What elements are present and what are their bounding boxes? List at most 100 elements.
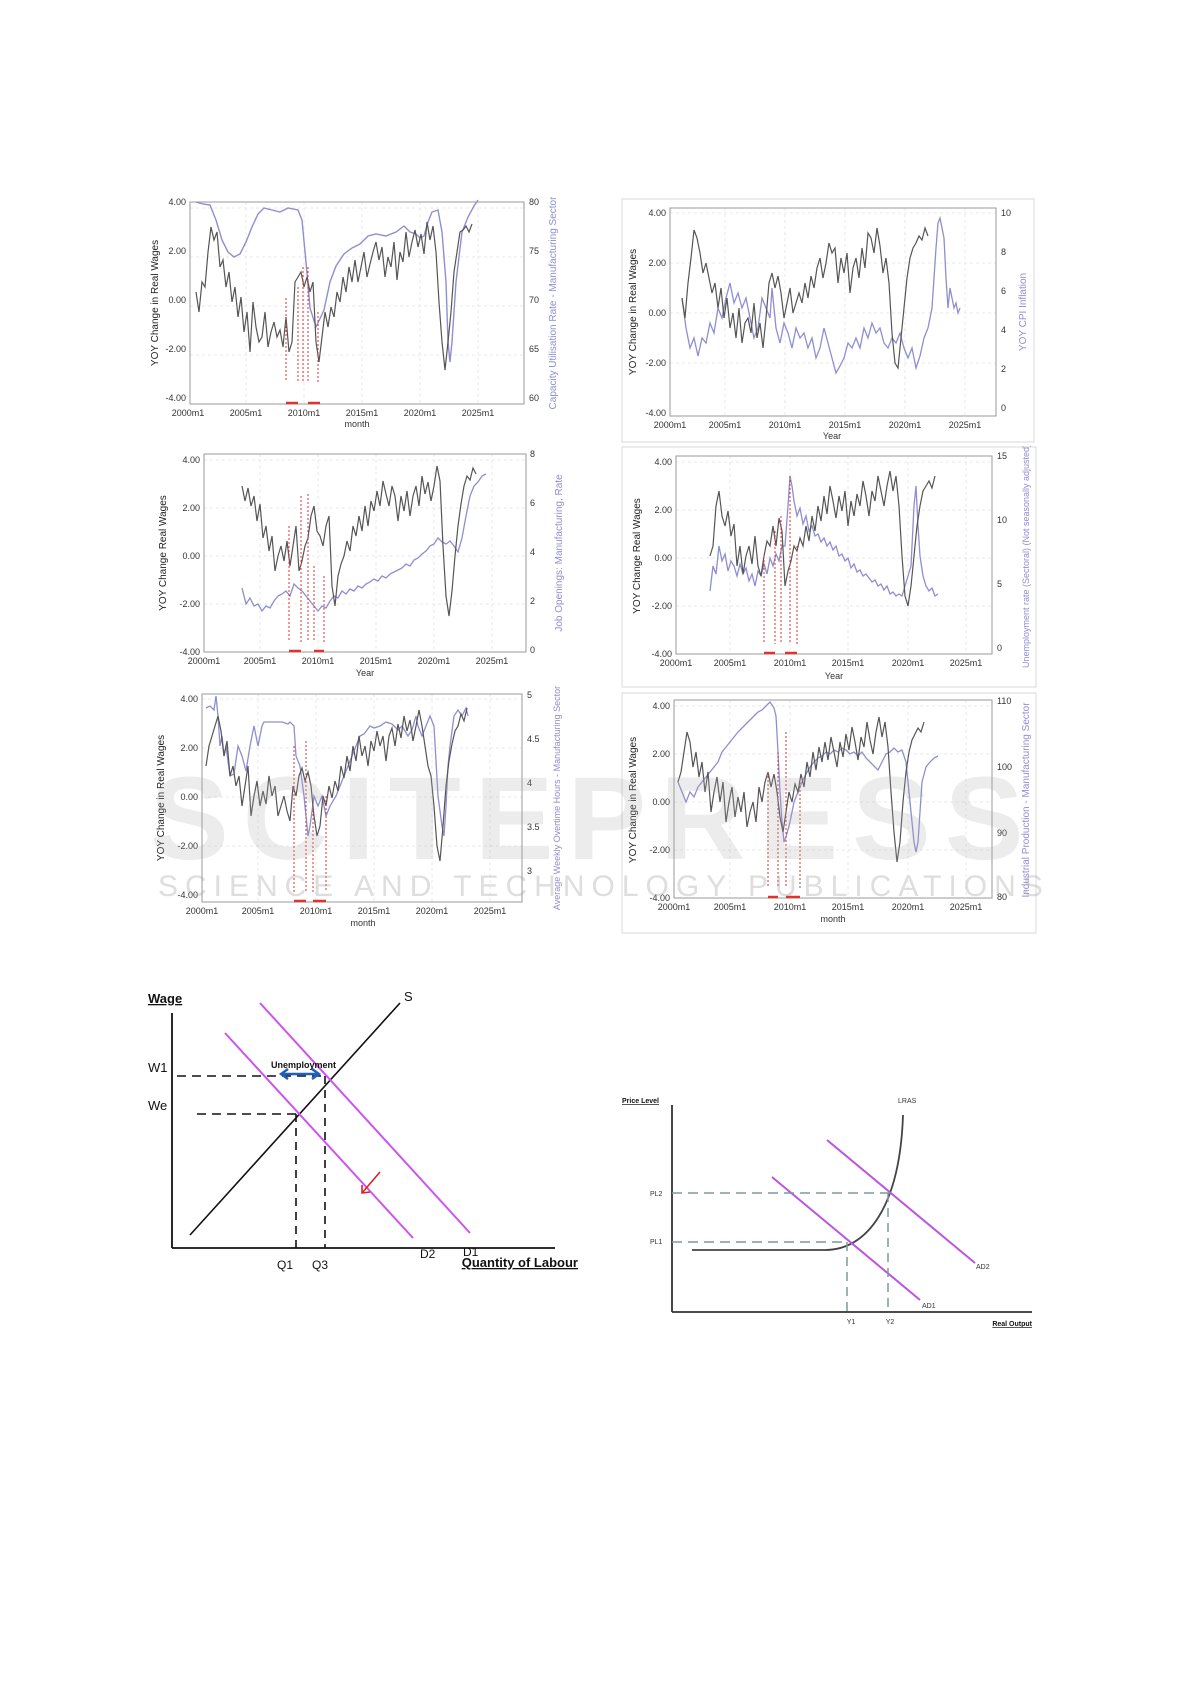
- indicator-series-line: [205, 695, 469, 837]
- right-tick-label: 90: [997, 828, 1007, 838]
- x-tick-label: 2020m1: [892, 902, 925, 912]
- x-axis-label: month: [820, 914, 845, 924]
- left-tick-label: 4.00: [182, 455, 200, 465]
- x-tick-label: 2025m1: [950, 902, 983, 912]
- x-tick-label: 2005m1: [714, 658, 747, 668]
- left-tick-label: -4.00: [179, 647, 200, 657]
- x-tick-label: 2000m1: [172, 408, 205, 418]
- left-tick-label: 2.00: [182, 503, 200, 513]
- x-tick-label: 2020m1: [892, 658, 925, 668]
- grid: [674, 700, 992, 898]
- right-tick-label: 110: [997, 696, 1011, 706]
- recession-markers: [293, 741, 327, 892]
- chart-cpi-inflation: 4.00 2.00 0.00 -2.00 -4.00 10 8 6 4 2 0 …: [620, 198, 1040, 443]
- left-tick-label: 4.00: [168, 197, 186, 207]
- left-ticks: 4.00 2.00 0.00 -2.00 -4.00: [177, 694, 198, 900]
- x-tick-label: 2005m1: [230, 408, 263, 418]
- wages-series-line: [709, 470, 936, 607]
- ad2-label: AD2: [976, 1264, 990, 1271]
- left-tick-label: -4.00: [651, 649, 672, 659]
- wages-series-line: [205, 707, 468, 862]
- plot-frame: [201, 693, 523, 903]
- right-tick-label: 4: [1001, 325, 1006, 335]
- x-tick-label: 2025m1: [474, 906, 507, 916]
- right-tick-label: 10: [997, 515, 1007, 525]
- x-ticks: 2000m1 2005m1 2010m1 2015m1 2020m1 2025m…: [658, 902, 983, 912]
- x-ticks: 2000m1 2005m1 2010m1 2015m1 2020m1 2025m…: [172, 408, 495, 418]
- x-axis-label: month: [344, 419, 369, 429]
- right-tick-label: 6: [1001, 286, 1006, 296]
- x-tick-label: 2025m1: [476, 656, 509, 666]
- right-tick-label: 8: [1001, 247, 1006, 257]
- y1-label: Y1: [847, 1319, 856, 1326]
- x-tick-label: 2005m1: [242, 906, 275, 916]
- left-ticks: 4.00 2.00 0.00 -2.00 -4.00: [649, 701, 670, 903]
- right-tick-label: 4: [527, 778, 532, 788]
- left-tick-label: 2.00: [652, 749, 670, 759]
- price-level-axis-title: Price Level: [622, 1098, 659, 1105]
- right-tick-label: 80: [529, 197, 539, 207]
- left-axis-label: YOY Change in Real Wages: [156, 735, 167, 861]
- left-tick-label: -2.00: [645, 358, 666, 368]
- left-ticks: 4.00 2.00 0.00 -2.00 -4.00: [645, 208, 666, 418]
- right-tick-label: 15: [997, 451, 1007, 461]
- x-tick-label: 2015m1: [832, 902, 865, 912]
- d1-label: D1: [463, 1245, 479, 1259]
- x-tick-label: 2000m1: [186, 906, 219, 916]
- indicator-series-line: [709, 475, 939, 598]
- x-tick-label: 2020m1: [416, 906, 449, 916]
- x-ticks: 2000m1 2005m1 2010m1 2015m1 2020m1 2025m…: [188, 656, 509, 666]
- x-axis-label: Year: [825, 671, 843, 681]
- left-tick-label: 0.00: [652, 797, 670, 807]
- x-tick-label: 2010m1: [300, 906, 333, 916]
- demand-shift-arrow: [361, 1171, 381, 1194]
- x-tick-label: 2015m1: [832, 658, 865, 668]
- x-tick-label: 2020m1: [889, 420, 922, 430]
- left-ticks: 4.00 2.00 0.00 -2.00 -4.00: [179, 455, 200, 657]
- x-axis-label: month: [350, 918, 375, 928]
- w1-label: W1: [148, 1060, 168, 1075]
- right-ticks: 10 8 6 4 2 0: [1001, 208, 1011, 413]
- right-ticks: 15 10 5 0: [997, 451, 1007, 653]
- left-ticks: 4.00 2.00 0.00 -2.00 -4.00: [165, 197, 186, 403]
- left-tick-label: 4.00: [654, 457, 672, 467]
- right-ticks: 110 100 90 80: [997, 696, 1012, 902]
- right-tick-label: 5: [527, 690, 532, 700]
- left-tick-label: 0.00: [168, 295, 186, 305]
- right-tick-label: 8: [530, 449, 535, 459]
- wages-series-line: [241, 465, 477, 617]
- right-tick-label: 3.5: [527, 822, 540, 832]
- supply-label: S: [404, 989, 413, 1004]
- left-tick-label: -2.00: [165, 344, 186, 354]
- grid: [190, 202, 524, 404]
- pl1-label: PL1: [650, 1239, 663, 1246]
- unemployment-gap-arrow: [278, 1068, 322, 1080]
- left-axis-label: YOY Change Real Wages: [632, 498, 643, 614]
- left-tick-label: -4.00: [649, 893, 670, 903]
- indicator-series-line: [241, 473, 487, 613]
- right-tick-label: 10: [1001, 208, 1011, 218]
- grid: [676, 456, 992, 654]
- right-tick-label: 2: [530, 596, 535, 606]
- left-tick-label: -4.00: [177, 890, 198, 900]
- x-ticks: 2000m1 2005m1 2010m1 2015m1 2020m1 2025m…: [660, 658, 983, 668]
- plot-frame: [189, 201, 525, 405]
- grid: [202, 694, 522, 902]
- right-tick-label: 75: [529, 246, 539, 256]
- left-tick-label: 0.00: [180, 792, 198, 802]
- recession-markers: [767, 732, 801, 888]
- x-tick-label: 2020m1: [404, 408, 437, 418]
- d2-label: D2: [420, 1247, 436, 1261]
- x-tick-label: 2025m1: [950, 658, 983, 668]
- ad-as-diagram: Price Level Real Output LRAS AD2 AD1 PL2…: [620, 1085, 1040, 1335]
- right-tick-label: 0: [1001, 403, 1006, 413]
- right-axis-label: YOY CPI Inflation: [1018, 273, 1029, 351]
- indicator-series-line: [681, 215, 961, 375]
- plot-frame: [675, 455, 993, 655]
- supply-curve: [189, 1002, 401, 1236]
- ad1-curve: [771, 1176, 921, 1301]
- left-tick-label: -2.00: [179, 599, 200, 609]
- recession-markers: [285, 267, 319, 382]
- wages-series-line: [195, 221, 473, 371]
- plot-frame: [669, 207, 997, 417]
